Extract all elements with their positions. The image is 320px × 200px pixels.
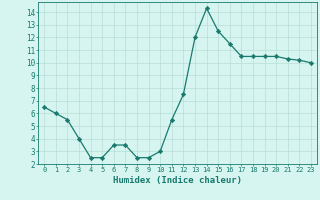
X-axis label: Humidex (Indice chaleur): Humidex (Indice chaleur) — [113, 176, 242, 185]
